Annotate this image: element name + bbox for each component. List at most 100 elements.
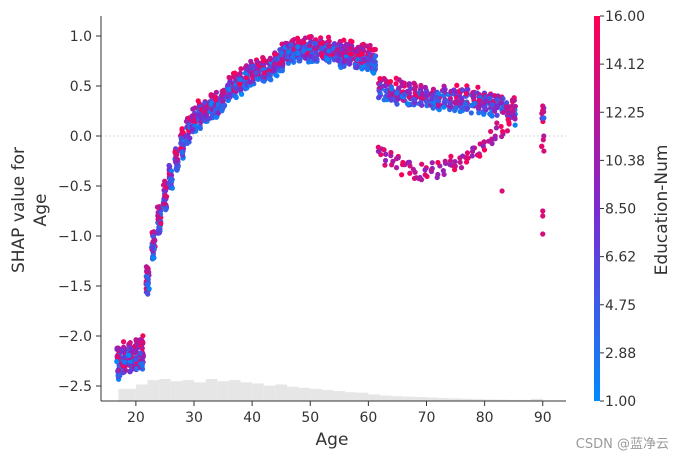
scatter-point — [482, 105, 488, 111]
scatter-point — [238, 86, 244, 92]
scatter-point — [225, 82, 231, 88]
watermark: CSDN @蓝净云 — [575, 437, 669, 452]
scatter-point — [447, 161, 453, 168]
histogram-bar — [287, 386, 299, 401]
histogram-bar — [321, 390, 334, 401]
scatter-point — [145, 291, 151, 297]
scatter-point — [383, 88, 389, 94]
y-tick-label: −1.0 — [58, 229, 92, 245]
scatter-point — [249, 71, 255, 77]
scatter-point — [492, 106, 498, 112]
scatter-point — [470, 145, 476, 151]
scatter-point — [389, 86, 395, 92]
scatter-point — [395, 96, 401, 102]
scatter-point — [306, 43, 313, 49]
scatter-point — [226, 86, 232, 92]
scatter-point — [302, 35, 308, 41]
scatter-point — [152, 237, 158, 243]
scatter-point — [272, 56, 278, 62]
scatter-point — [510, 108, 516, 114]
histogram-bar — [194, 382, 206, 401]
histogram-bar — [496, 399, 508, 401]
scatter-point — [477, 153, 483, 159]
scatter-point — [408, 85, 414, 92]
scatter-point — [237, 70, 243, 76]
scatter-points — [114, 33, 547, 382]
colorbar-tick-label: 12.25 — [605, 105, 645, 121]
scatter-point — [139, 355, 145, 361]
scatter-point — [376, 94, 382, 100]
y-tick-label: −2.0 — [58, 329, 92, 345]
scatter-point — [494, 112, 500, 118]
scatter-point — [452, 159, 458, 165]
x-axis-ticks: 20 30 40 50 60 70 80 90 — [127, 401, 552, 426]
x-tick-label: 40 — [243, 410, 261, 426]
scatter-point — [541, 148, 547, 154]
scatter-point — [151, 255, 157, 261]
scatter-point — [145, 282, 151, 288]
scatter-point — [343, 49, 349, 56]
colorbar-tick-label: 10.38 — [605, 153, 645, 169]
scatter-point — [457, 159, 463, 165]
scatter-point — [377, 76, 383, 82]
histogram-bar — [484, 399, 497, 401]
scatter-point — [208, 92, 214, 98]
scatter-point — [248, 66, 255, 72]
scatter-point — [247, 79, 253, 85]
scatter-point — [423, 99, 430, 105]
scatter-point — [302, 44, 308, 50]
scatter-point — [248, 58, 254, 64]
scatter-point — [318, 41, 324, 47]
scatter-point — [306, 34, 312, 40]
scatter-point — [213, 89, 220, 95]
scatter-point — [297, 58, 303, 64]
scatter-point — [463, 159, 470, 165]
scatter-point — [342, 58, 348, 64]
scatter-point — [540, 115, 546, 121]
scatter-point — [422, 167, 428, 173]
age-histogram — [118, 379, 543, 401]
scatter-point — [475, 84, 481, 90]
y-tick-label: 1.0 — [70, 29, 92, 45]
scatter-point — [381, 97, 387, 103]
scatter-point — [172, 158, 179, 165]
scatter-point — [120, 339, 127, 345]
scatter-point — [335, 57, 341, 64]
scatter-point — [506, 119, 512, 125]
scatter-point — [319, 45, 325, 51]
scatter-point — [132, 357, 138, 363]
scatter-point — [468, 110, 474, 116]
scatter-point — [284, 54, 290, 60]
scatter-point — [312, 56, 318, 63]
scatter-point — [481, 147, 488, 153]
scatter-point — [371, 70, 377, 76]
scatter-point — [119, 347, 126, 354]
scatter-point — [224, 93, 231, 100]
scatter-point — [511, 115, 517, 121]
scatter-point — [173, 153, 179, 160]
histogram-bar — [449, 398, 462, 401]
scatter-point — [133, 337, 139, 343]
histogram-bar — [298, 387, 311, 401]
scatter-point — [393, 81, 399, 87]
histogram-bar — [414, 397, 427, 401]
scatter-point — [498, 123, 504, 130]
scatter-point — [463, 91, 470, 97]
colorbar-tick-label: 4.75 — [605, 298, 636, 314]
scatter-point — [418, 99, 424, 105]
y-tick-label: 0.0 — [70, 129, 92, 145]
scatter-point — [163, 194, 170, 200]
scatter-point — [300, 48, 307, 54]
histogram-bar — [333, 391, 346, 401]
y-axis-label-line-1: SHAP value for — [9, 147, 29, 273]
scatter-point — [220, 88, 226, 94]
scatter-point — [512, 103, 518, 109]
scatter-point — [442, 86, 448, 92]
x-tick-label: 90 — [534, 410, 552, 426]
scatter-point — [266, 71, 272, 77]
y-axis-label: SHAP value for Age — [9, 147, 51, 273]
scatter-point — [410, 96, 416, 102]
scatter-point — [172, 149, 178, 155]
y-tick-label: −2.5 — [58, 379, 92, 395]
scatter-point — [399, 172, 405, 178]
